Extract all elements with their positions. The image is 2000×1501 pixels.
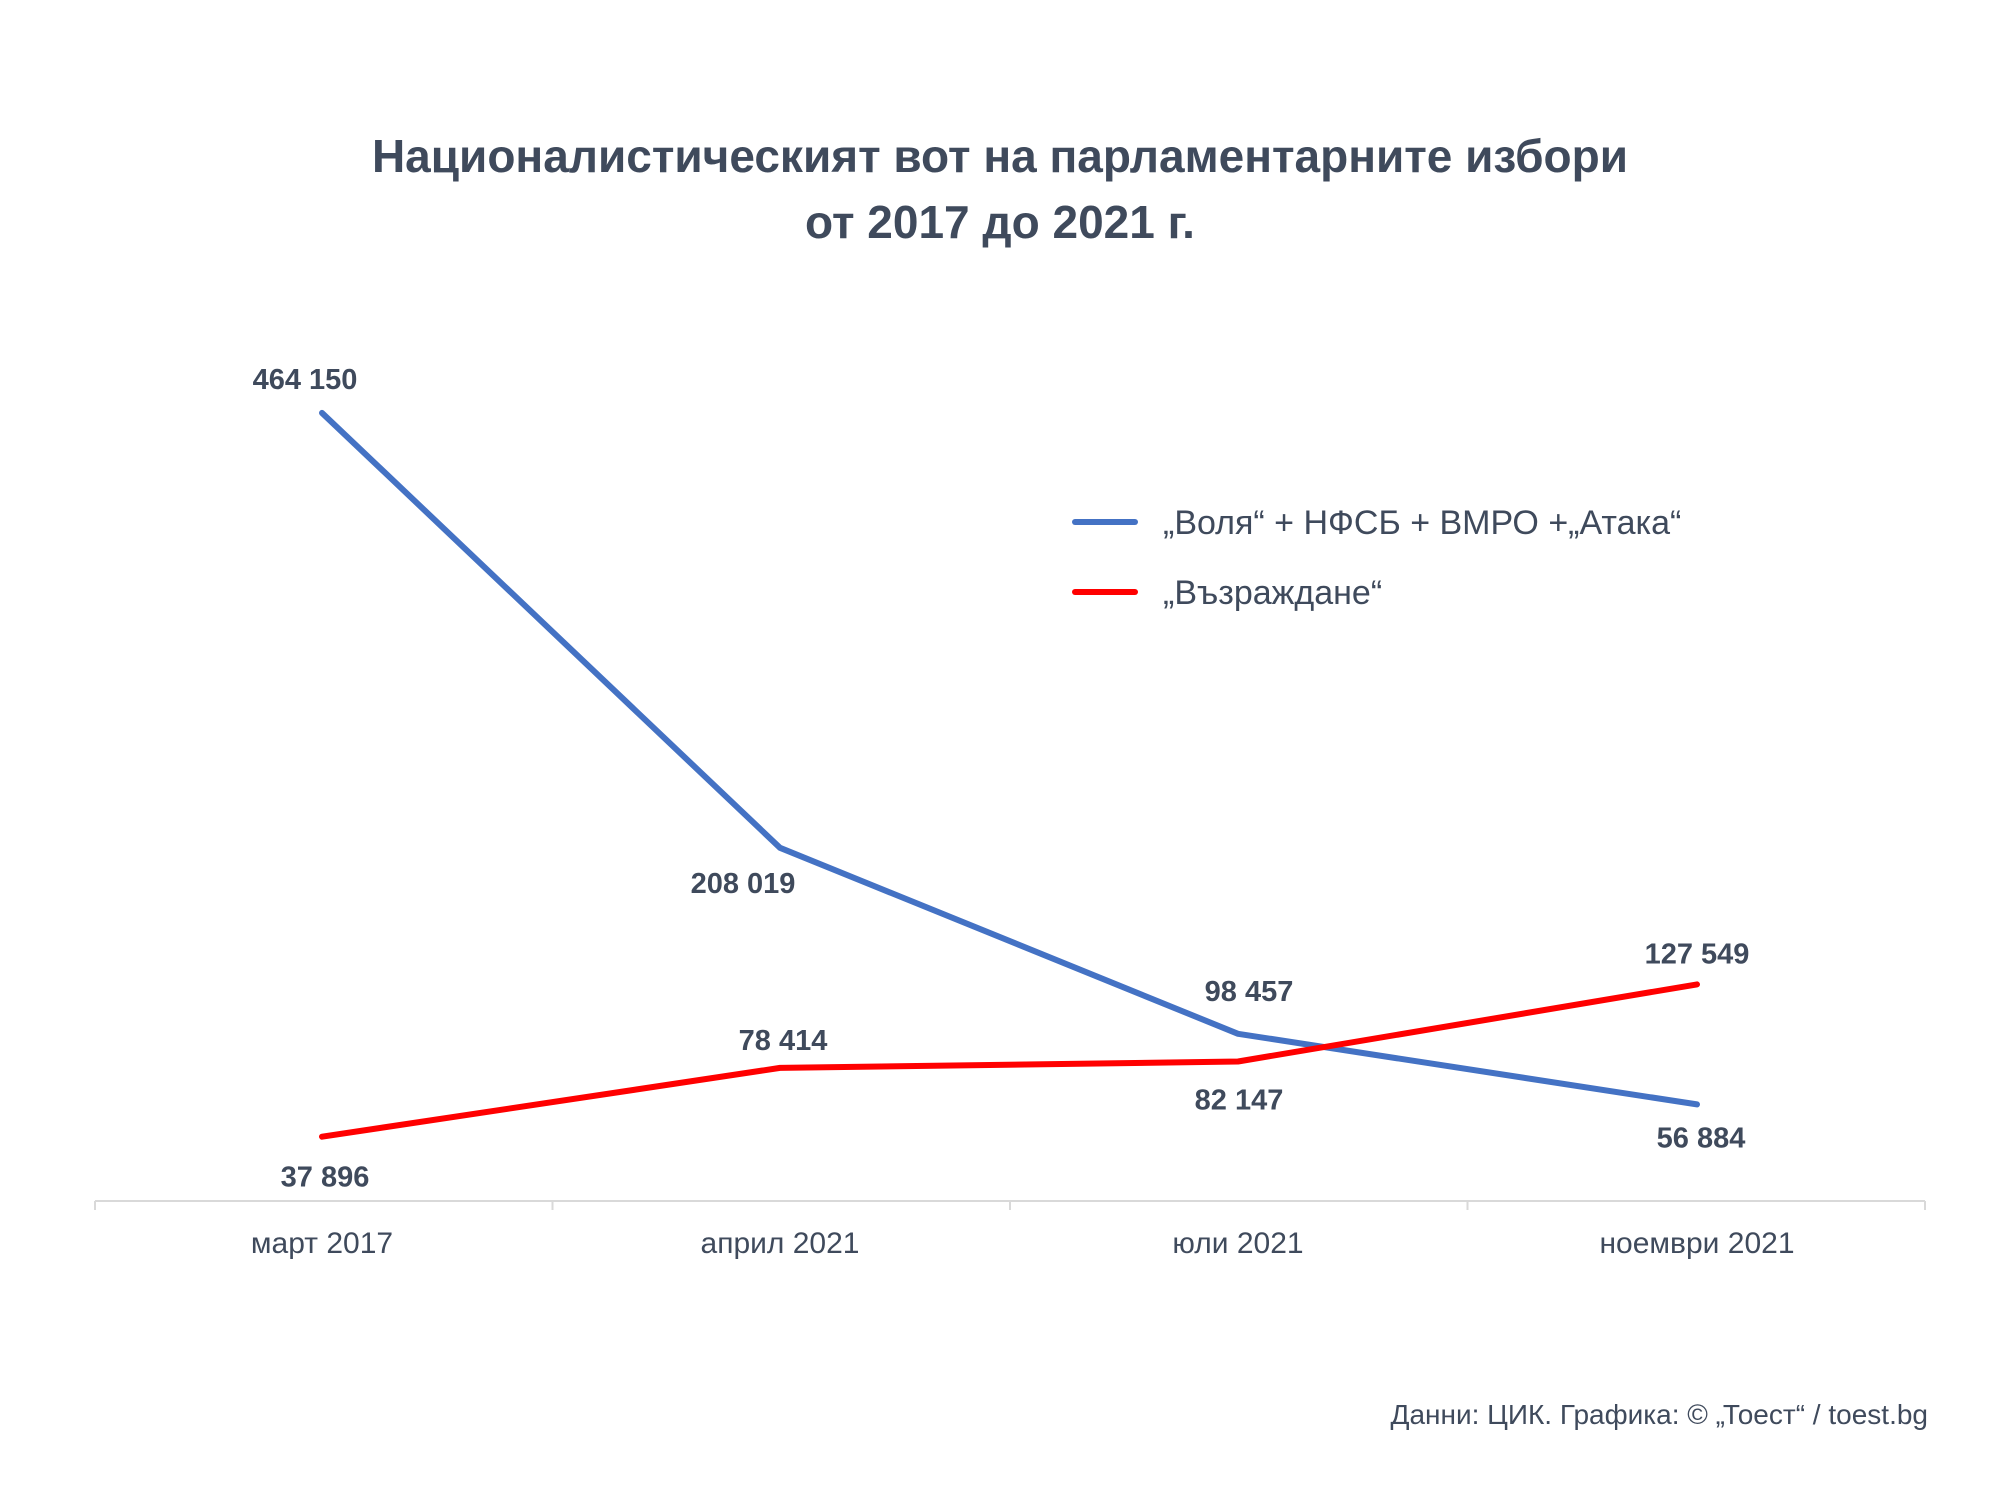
- legend-label-series-2: „Възраждане“: [1163, 574, 1382, 612]
- data-label-series-1: 56 884: [1657, 1122, 1746, 1154]
- series-line-1: [319, 409, 1700, 1108]
- x-tick-label: март 2017: [251, 1227, 393, 1260]
- data-label-series-2: 78 414: [739, 1025, 828, 1057]
- legend: „Воля“ + НФСБ + ВМРО +„Атака“ „Възраждан…: [1072, 504, 1681, 612]
- x-tick-label: април 2021: [701, 1227, 860, 1260]
- chart-title-line2: от 2017 до 2021 г.: [805, 196, 1195, 248]
- chart-title-line1: Националистическият вот на парламентарни…: [372, 130, 1628, 182]
- data-label-series-2: 127 549: [1645, 938, 1750, 970]
- source-note: Данни: ЦИК. Графика: © „Тоест“ / toest.b…: [1391, 1399, 1929, 1430]
- data-label-series-1: 98 457: [1205, 976, 1294, 1008]
- data-label-series-2: 37 896: [281, 1162, 370, 1194]
- series-lines: [319, 409, 1700, 1140]
- x-tick-label: юли 2021: [1172, 1227, 1303, 1260]
- series-line-2: [319, 981, 1700, 1140]
- x-axis: [94, 1200, 1926, 1210]
- data-label-series-2: 82 147: [1195, 1085, 1284, 1117]
- data-labels: 464 150 208 019 98 457 56 884 37 896 78 414 82…: [253, 364, 1750, 1194]
- data-label-series-1: 464 150: [253, 364, 358, 396]
- x-tick-labels: март 2017 април 2021 юли 2021 ноември 2021: [251, 1227, 1795, 1260]
- x-tick-label: ноември 2021: [1599, 1227, 1794, 1260]
- data-label-series-1: 208 019: [691, 868, 796, 900]
- legend-label-series-1: „Воля“ + НФСБ + ВМРО +„Атака“: [1163, 504, 1681, 542]
